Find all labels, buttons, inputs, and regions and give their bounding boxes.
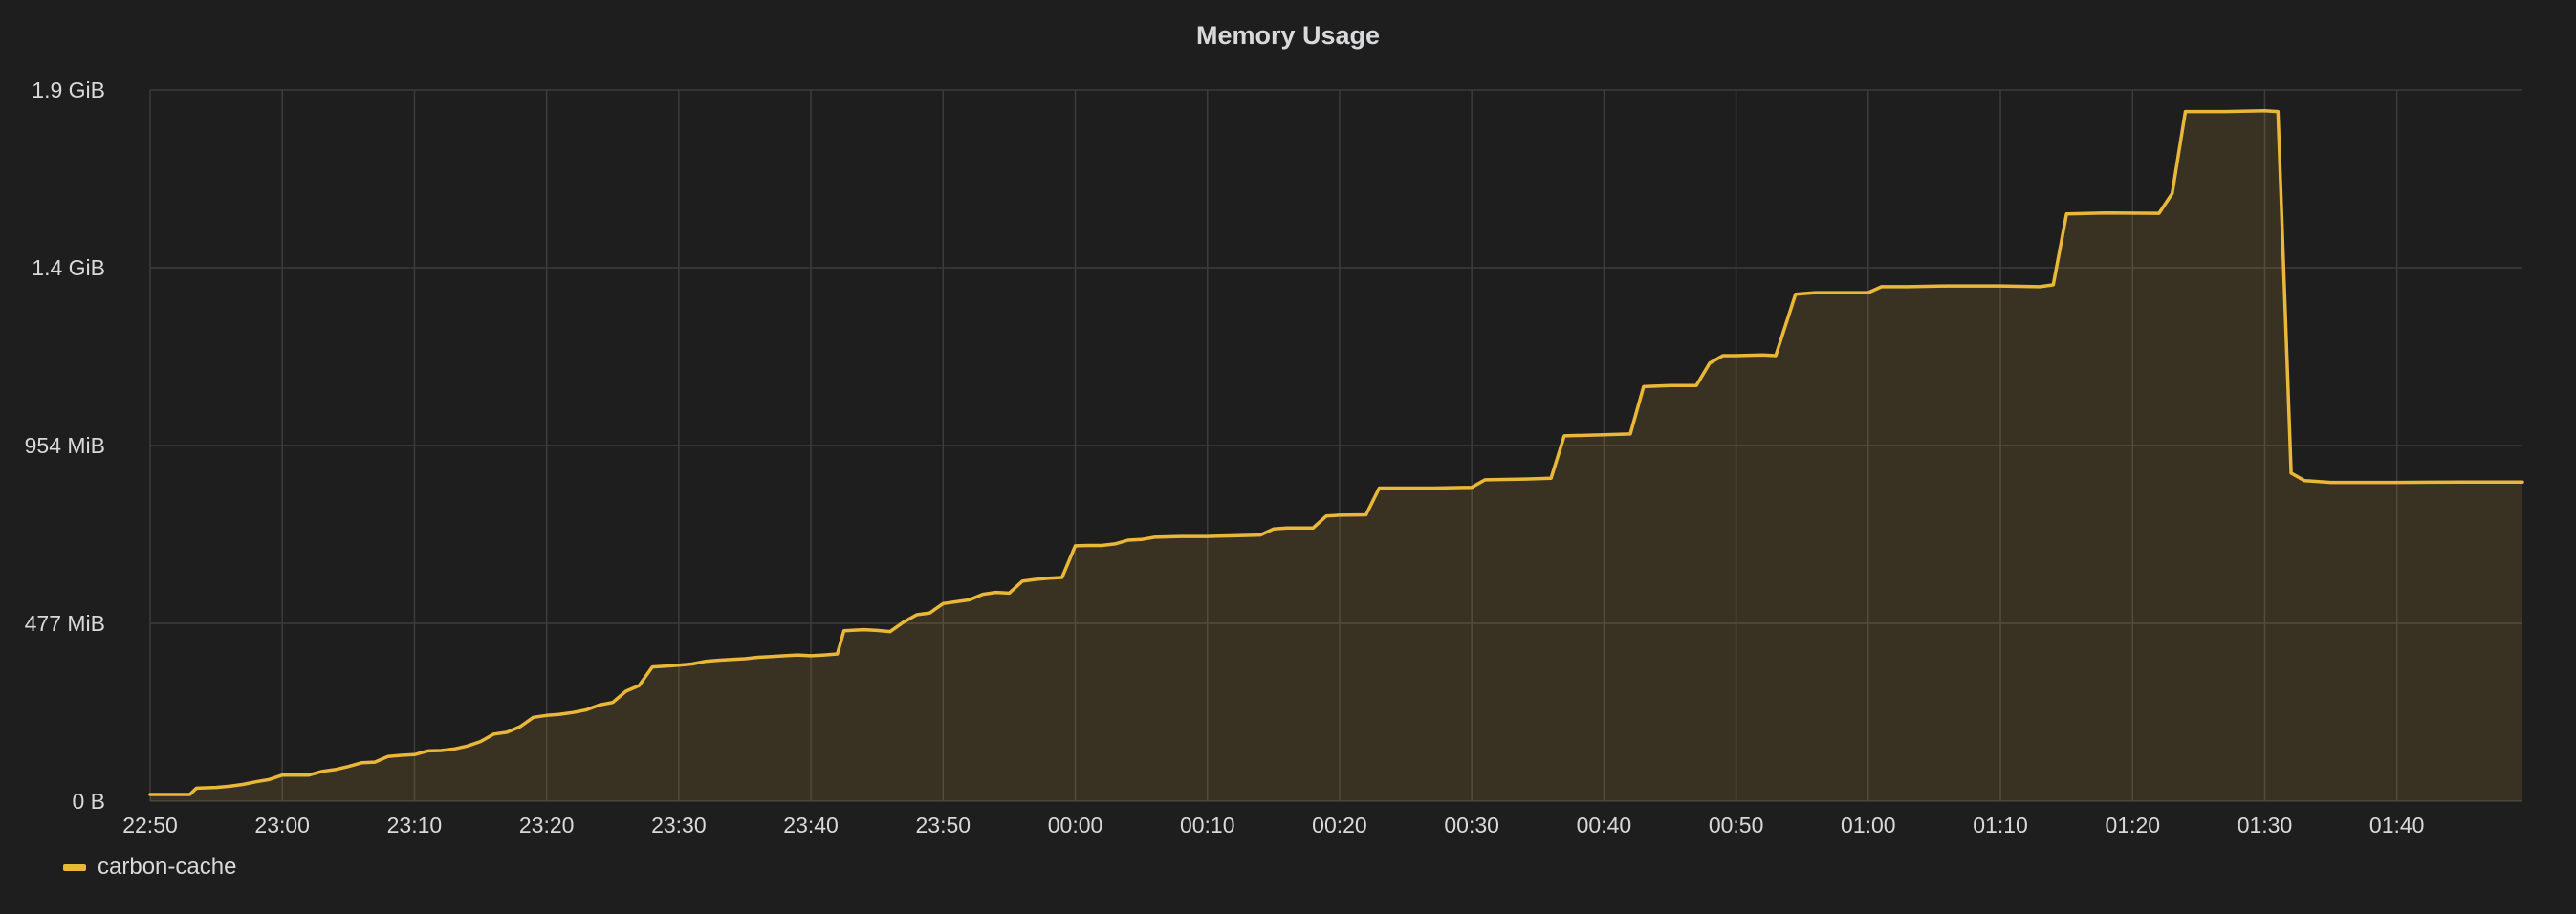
x-tick-label: 23:30	[651, 813, 707, 838]
x-tick-label: 00:00	[1048, 813, 1103, 838]
x-tick-label: 23:10	[387, 813, 443, 838]
x-tick-label: 23:00	[254, 813, 310, 838]
y-tick-label: 1.4 GiB	[32, 255, 105, 280]
series-line-carbon-cache[interactable]	[148, 109, 2524, 796]
x-tick-label: 23:50	[916, 813, 971, 838]
x-tick-label: 22:50	[122, 813, 178, 838]
x-tick-label: 00:30	[1444, 813, 1499, 838]
legend-swatch-carbon-cache	[63, 863, 86, 871]
x-tick-label: 01:40	[2369, 813, 2425, 838]
legend: carbon-cache	[63, 854, 236, 881]
series-area-carbon-cache	[150, 110, 2522, 802]
x-tick-label: 23:40	[783, 813, 839, 838]
y-tick-label: 1.9 GiB	[32, 77, 105, 102]
y-tick-label: 477 MiB	[25, 611, 105, 636]
x-tick-label: 00:10	[1180, 813, 1235, 838]
x-tick-label: 00:40	[1577, 813, 1632, 838]
x-tick-label: 23:20	[519, 813, 575, 838]
y-tick-label: 954 MiB	[25, 433, 105, 458]
x-tick-label: 01:30	[2238, 813, 2293, 838]
x-tick-label: 00:50	[1709, 813, 1764, 838]
panel-title[interactable]: Memory Usage	[1195, 21, 1381, 50]
x-tick-label: 01:00	[1841, 813, 1896, 838]
y-tick-label: 0 B	[72, 789, 105, 814]
x-tick-label: 01:20	[2105, 813, 2160, 838]
x-tick-label: 00:20	[1312, 813, 1367, 838]
legend-label-carbon-cache[interactable]: carbon-cache	[98, 854, 237, 880]
x-tick-label: 01:10	[1973, 813, 2028, 838]
